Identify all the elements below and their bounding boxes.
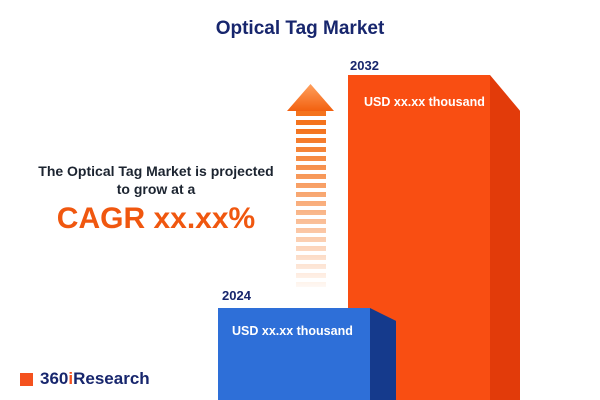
projection-text-line1: The Optical Tag Market is projected xyxy=(38,163,274,179)
growth-arrow-up-icon xyxy=(287,84,334,111)
year-label-2032: 2032 xyxy=(350,58,379,73)
value-label-2032: USD xx.xx thousand xyxy=(364,95,485,109)
brand-logo: 360iResearch xyxy=(20,369,150,389)
logo-text: 360iResearch xyxy=(40,369,150,389)
value-label-2024: USD xx.xx thousand xyxy=(232,324,353,338)
logo-square-icon xyxy=(20,372,33,386)
bar-2024-front-face xyxy=(218,308,370,400)
logo-text-360: 360 xyxy=(40,369,69,388)
year-label-2024: 2024 xyxy=(222,288,251,303)
projection-text-line2: to grow at a xyxy=(116,180,196,197)
logo-text-research: Research xyxy=(73,369,150,388)
projection-text: The Optical Tag Market is projected to g… xyxy=(6,163,306,198)
page-title: Optical Tag Market xyxy=(215,18,385,39)
bar-2032-side-face xyxy=(490,75,520,400)
bar-2024-side-face xyxy=(370,308,396,400)
logo-text-i: i xyxy=(68,369,74,388)
cagr-value: CAGR xx.xx% xyxy=(56,202,256,235)
growth-arrow-stripes xyxy=(296,111,326,287)
